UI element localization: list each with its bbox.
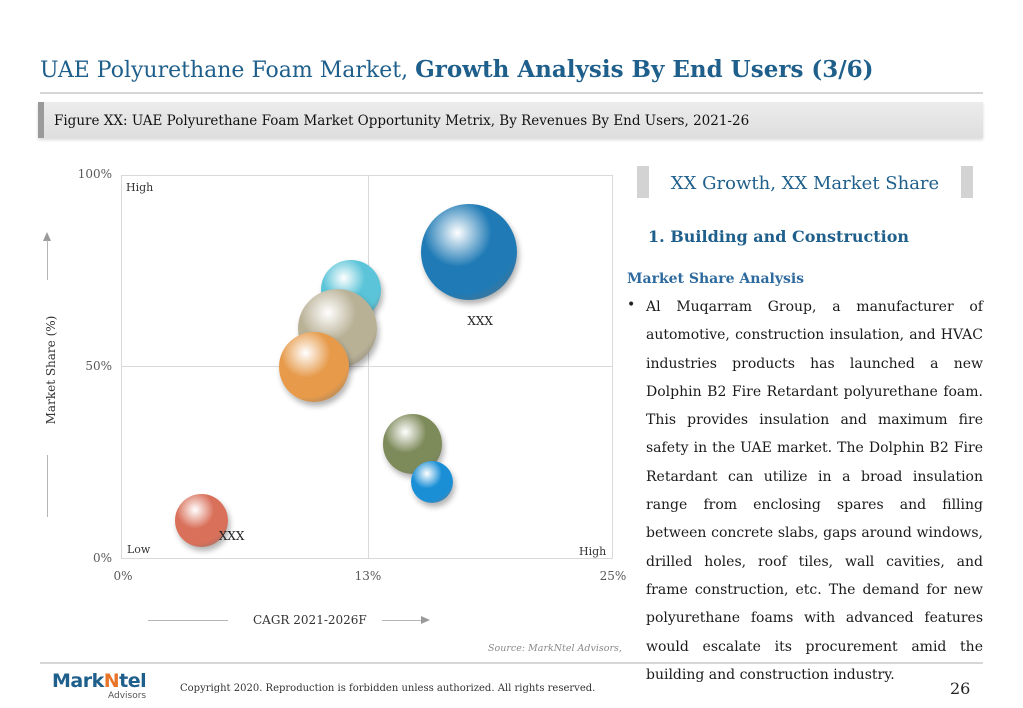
bubble-1	[421, 203, 518, 300]
growth-heading-box: XX Growth, XX Market Share	[637, 166, 973, 198]
bubble-label-7: XXX	[218, 528, 245, 543]
market-share-subhead: Market Share Analysis	[627, 271, 805, 287]
corner-label-high-top: High	[126, 181, 154, 194]
bubble-4	[278, 331, 349, 403]
x-tick-13: 13%	[354, 569, 382, 583]
bullet-marker: •	[627, 297, 636, 313]
bubble-6	[410, 461, 454, 504]
y-tick-0: 0%	[92, 551, 112, 565]
y-axis-line-lower	[47, 455, 48, 517]
body-paragraph: Al Muqarram Group, a manufacturer of aut…	[646, 299, 983, 683]
company-logo: MarkNtel Advisors	[52, 670, 147, 701]
title-bold: Growth Analysis By End Users (3/6)	[415, 56, 874, 83]
x-axis-line-left	[148, 620, 228, 621]
corner-label-high-right: High	[579, 545, 607, 558]
x-axis-arrow-line	[382, 620, 422, 621]
title-divider	[40, 92, 983, 94]
bubble-7	[175, 494, 229, 547]
logo-text-tel: tel	[119, 670, 147, 692]
logo-subtext: Advisors	[108, 691, 147, 701]
bubble-label-1: XXX	[467, 314, 493, 329]
corner-label-low: Low	[127, 543, 151, 556]
section-title: 1. Building and Construction	[648, 227, 910, 246]
logo-text-mark: Mark	[52, 670, 104, 692]
footer-divider	[40, 662, 983, 664]
y-axis-arrow-icon	[43, 232, 51, 241]
logo-text-n: N	[103, 670, 120, 692]
page-title: UAE Polyurethane Foam Market, Growth Ana…	[40, 56, 874, 83]
source-note: Source: MarkNtel Advisors,	[488, 643, 622, 654]
gridline-vertical	[368, 175, 369, 559]
x-tick-25: 25%	[599, 569, 627, 583]
growth-heading: XX Growth, XX Market Share	[670, 173, 940, 194]
x-axis-label: CAGR 2021-2026F	[253, 613, 367, 627]
plot-area	[121, 175, 613, 559]
figure-caption-bar: Figure XX: UAE Polyurethane Foam Market …	[38, 102, 983, 138]
y-axis-label: Market Share (%)	[44, 315, 58, 425]
copyright-text: Copyright 2020. Reproduction is forbidde…	[180, 683, 596, 694]
gridline-horizontal	[121, 366, 613, 367]
page-number: 26	[950, 679, 971, 698]
y-tick-50: 50%	[85, 359, 112, 373]
y-axis-arrow-line	[47, 240, 48, 280]
y-tick-100: 100%	[77, 167, 112, 181]
x-tick-0: 0%	[113, 569, 133, 583]
figure-caption: Figure XX: UAE Polyurethane Foam Market …	[54, 113, 750, 129]
title-regular: UAE Polyurethane Foam Market,	[40, 58, 409, 83]
x-axis-arrow-icon	[421, 616, 430, 624]
